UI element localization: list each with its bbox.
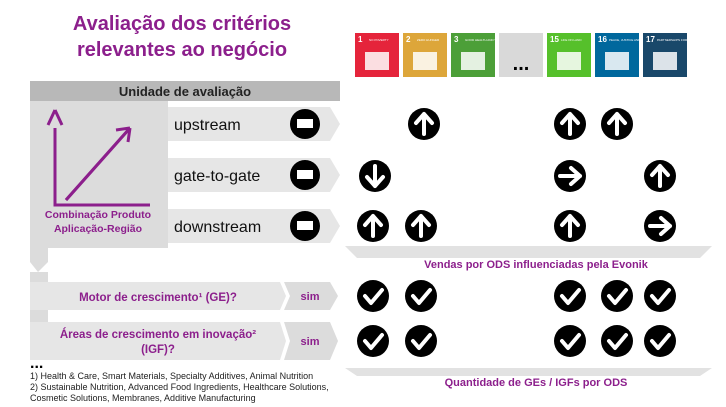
check — [599, 323, 635, 359]
count-band — [345, 368, 712, 376]
rows: upstream gate-to-gate downstream — [168, 107, 340, 243]
check — [355, 278, 391, 314]
sdg-number: 2 — [406, 35, 411, 44]
check — [642, 278, 678, 314]
sdg-pictogram — [461, 52, 485, 70]
title-line: Avaliação dos critérios — [73, 13, 291, 35]
arrow-down — [357, 158, 393, 194]
sdg-number: 15 — [550, 35, 559, 44]
unit-header: Unidade de avaliação — [119, 84, 251, 99]
axis-label: Combinação Produto — [45, 209, 151, 221]
row-icon-glyph — [297, 170, 313, 179]
arrow-up — [599, 106, 635, 142]
axes — [53, 128, 150, 207]
count-label: Quantidade de GEs / IGFs por ODS — [445, 377, 628, 389]
sdg-pictogram — [605, 52, 629, 70]
arrow-up — [355, 208, 391, 244]
sdg-pictogram — [413, 52, 437, 70]
footnote: Cosmetic Solutions, Membranes, Additive … — [30, 393, 256, 403]
title-line: relevantes ao negócio — [77, 39, 287, 61]
arrow-up — [552, 106, 588, 142]
sdg-pictogram — [557, 52, 581, 70]
check — [355, 323, 391, 359]
sdg-icons: 1 NO POVERTY 2 ZERO HUNGER 3 GOOD HEALTH AND … — [355, 33, 705, 77]
row-label: gate-to-gate — [174, 168, 260, 185]
arrow-up — [406, 106, 442, 142]
arrow-up — [642, 158, 678, 194]
footnote: 1) Health & Care, Smart Materials, Speci… — [30, 371, 313, 381]
sdg-label: ZERO HUNGER — [417, 38, 440, 42]
axis-label: Aplicação-Região — [54, 223, 142, 235]
answer: sim — [301, 336, 320, 348]
answer: sim — [301, 291, 320, 303]
ellipsis: ... — [30, 355, 43, 372]
row-label: upstream — [174, 117, 241, 134]
row-label: downstream — [174, 219, 261, 236]
row-icon-glyph — [297, 119, 313, 128]
row-icon-glyph — [297, 221, 313, 230]
check — [403, 323, 439, 359]
sdg-pictogram — [653, 52, 677, 70]
question-box — [30, 282, 286, 310]
sdg-label: GOOD HEALTH AND WELL-BEING — [465, 38, 514, 42]
sdg-pictogram — [365, 52, 389, 70]
check — [552, 278, 588, 314]
sdg-label: LIFE ON LAND — [561, 38, 582, 42]
sdg-number: 3 — [454, 35, 459, 44]
arrow-up — [552, 208, 588, 244]
check — [599, 278, 635, 314]
question-box — [30, 322, 286, 360]
sales-band — [345, 246, 712, 258]
answer-box — [284, 282, 338, 310]
arrow-up — [403, 208, 439, 244]
sdg-number: ... — [513, 53, 530, 75]
sdg-number: 17 — [646, 35, 655, 44]
icons — [355, 106, 678, 359]
sdg-tile — [499, 33, 543, 77]
arrow-right — [552, 158, 588, 194]
check — [642, 323, 678, 359]
question: Áreas de crescimento em inovação² — [60, 328, 256, 341]
check — [403, 278, 439, 314]
sdg-number: 1 — [358, 35, 363, 44]
diagonal — [64, 127, 132, 201]
check — [552, 323, 588, 359]
unit-header-bar — [30, 81, 340, 101]
arrow-right — [642, 208, 678, 244]
sdg-label: PARTNERSHIPS FOR THE GOALS — [657, 38, 705, 42]
question: Motor de crescimento¹ (GE)? — [79, 292, 237, 304]
sdg-number: 16 — [598, 35, 607, 44]
answer-box — [284, 322, 338, 360]
sales-label: Vendas por ODS influenciadas pela Evonik — [424, 259, 649, 271]
sdg-label: PEACE, JUSTICE AND STRONG INSTITUTIONS — [609, 38, 676, 42]
footnote: 2) Sustainable Nutrition, Advanced Food … — [30, 382, 329, 392]
left-panel — [30, 101, 168, 272]
question: (IGF)? — [141, 344, 175, 356]
sdg-label: NO POVERTY — [369, 38, 389, 42]
